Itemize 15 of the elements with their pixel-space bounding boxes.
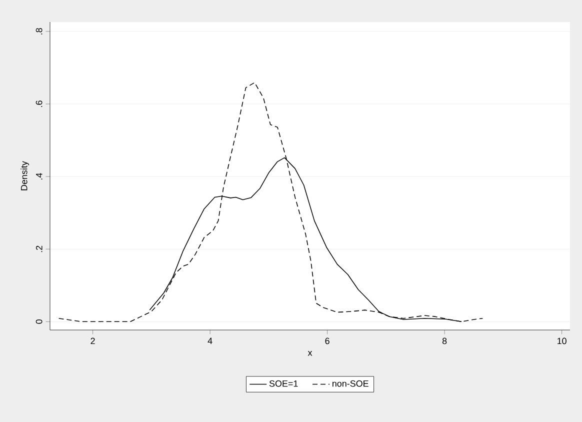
- legend-label: non-SOE: [332, 380, 368, 387]
- x-tick-label: 8: [442, 338, 447, 344]
- y-tick-label: .2: [36, 246, 42, 252]
- x-tick-label: 4: [208, 338, 212, 344]
- x-tick-label: 10: [558, 338, 566, 344]
- y-tick-label: .6: [36, 100, 42, 107]
- y-tick-label: .4: [36, 173, 42, 180]
- x-tick-label: 6: [325, 338, 330, 344]
- y-axis-title: Density: [20, 161, 30, 190]
- line-series: [58, 82, 484, 322]
- x-axis-title: x: [308, 350, 312, 356]
- x-tick-label: 2: [90, 338, 95, 344]
- legend-label: SOE=1: [269, 380, 298, 387]
- y-tick-label: .8: [36, 28, 42, 34]
- y-tick-label: 0: [36, 320, 42, 324]
